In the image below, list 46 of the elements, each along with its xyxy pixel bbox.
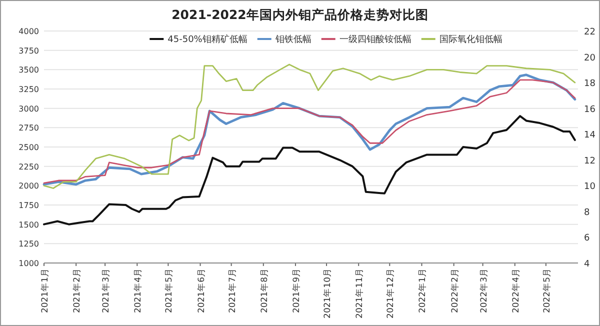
x-tick-label: 2022年1月 <box>417 268 428 314</box>
y-tick-label: 1250 <box>18 240 39 249</box>
x-tick-label: 2021年12月 <box>385 268 396 318</box>
y2-tick-label: 10 <box>584 182 596 192</box>
y2-tick-label: 8 <box>584 208 590 218</box>
y-tick-label: 3500 <box>18 66 39 75</box>
y2-tick-label: 14 <box>584 130 596 141</box>
legend-label: 钼铁低幅 <box>274 34 312 45</box>
legend-label: 一级四钼酸铵低幅 <box>339 34 412 45</box>
x-tick-label: 2021年1月 <box>40 268 50 314</box>
x-tick-label: 2021年8月 <box>258 268 270 314</box>
x-tick-label: 2021年2月 <box>72 268 83 314</box>
y-tick-label: 4000 <box>18 27 39 36</box>
x-tick-label: 2022年5月 <box>541 268 552 314</box>
y-tick-label: 3250 <box>18 85 39 94</box>
y-tick-label: 3000 <box>18 104 39 114</box>
x-tick-label: 2022年4月 <box>510 268 522 314</box>
y-tick-label: 2750 <box>18 124 39 133</box>
x-tick-label: 2021年10月 <box>322 268 334 318</box>
y-tick-label: 3750 <box>18 46 39 56</box>
y2-tick-label: 20 <box>584 53 596 64</box>
y2-tick-label: 22 <box>584 28 596 38</box>
x-tick-label: 2021年9月 <box>290 268 302 314</box>
x-tick-label: 2021年6月 <box>196 268 207 314</box>
y2-tick-label: 6 <box>584 234 590 244</box>
x-tick-label: 2021年5月 <box>164 268 175 314</box>
y-tick-label: 2000 <box>18 182 39 191</box>
y-tick-label: 1750 <box>18 201 39 210</box>
line-series <box>43 115 576 226</box>
chart-title: 2021-2022年国内外钼产品价格走势对比图 <box>172 7 428 22</box>
x-tick-label: 2022年3月 <box>478 268 490 314</box>
y-tick-label: 2250 <box>18 162 39 172</box>
y2-tick-label: 18 <box>584 79 596 90</box>
x-tick-label: 2021年7月 <box>226 268 238 314</box>
y-tick-label: 1000 <box>18 259 39 268</box>
x-tick-label: 2022年2月 <box>449 268 460 314</box>
legend-label: 国际氧化钼低幅 <box>439 34 502 45</box>
y-tick-label: 1500 <box>18 220 39 230</box>
y2-tick-label: 4 <box>584 260 590 270</box>
y2-tick-label: 16 <box>584 104 596 115</box>
x-tick-label: 2021年11月 <box>354 268 366 318</box>
y-tick-label: 2500 <box>18 143 39 152</box>
y2-tick-label: 12 <box>584 156 596 166</box>
legend-label: 45-50%钼精矿低幅 <box>168 34 248 45</box>
x-tick-label: 2021年4月 <box>132 268 144 314</box>
x-tick-label: 2021年3月 <box>100 268 112 314</box>
